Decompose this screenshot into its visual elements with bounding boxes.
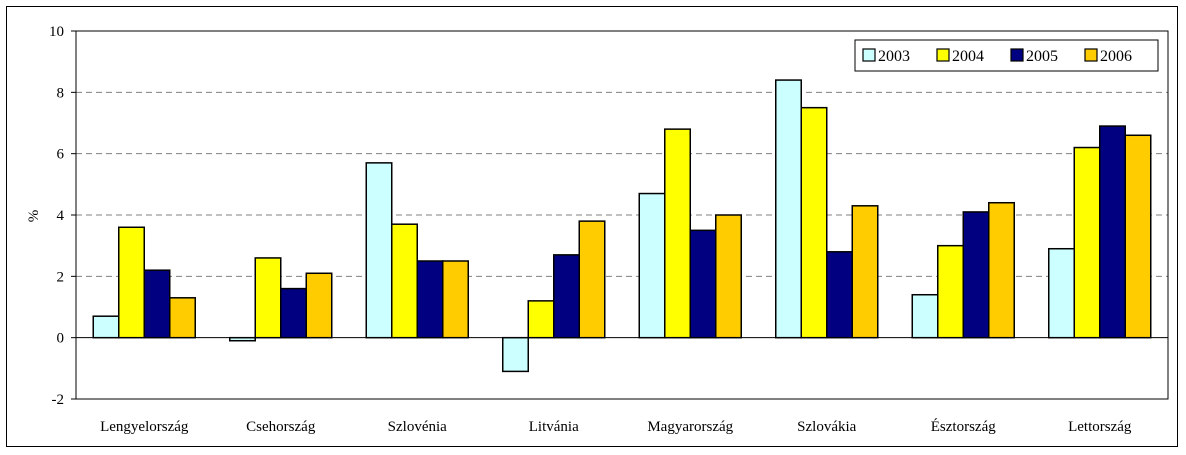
legend-label-2004: 2004 bbox=[952, 48, 984, 65]
bar-2003 bbox=[775, 79, 802, 339]
bar-2004 bbox=[664, 128, 691, 339]
y-tick-label: 4 bbox=[57, 208, 65, 224]
y-tick-label: 8 bbox=[57, 85, 65, 101]
bar-2006 bbox=[305, 272, 333, 339]
bar-2004 bbox=[254, 257, 282, 339]
bar-2005 bbox=[826, 251, 853, 339]
legend-label-2003: 2003 bbox=[878, 48, 910, 65]
x-tick-label: Szlovákia bbox=[797, 419, 856, 435]
y-tick-label: -2 bbox=[52, 392, 65, 408]
bar-2003 bbox=[1048, 247, 1075, 339]
bar-2003 bbox=[365, 162, 393, 339]
bar-2004 bbox=[391, 223, 418, 339]
axes: -2 0 2 4 6 8 10 Lengyelország Csehország Szlovéni… bbox=[49, 24, 1169, 435]
bar-2003 bbox=[911, 293, 939, 339]
bar-2006 bbox=[442, 260, 469, 339]
y-tick-label: 10 bbox=[49, 24, 64, 40]
bar-2005 bbox=[553, 254, 580, 339]
legend-swatch-2006 bbox=[1084, 48, 1098, 62]
y-tick-label: 6 bbox=[57, 147, 65, 163]
bar-2004 bbox=[1073, 146, 1101, 339]
y-axis-label: % bbox=[26, 210, 42, 223]
legend-swatch-2004 bbox=[936, 48, 950, 62]
x-tick-label: Lengyelország bbox=[100, 419, 189, 435]
x-tick-label: Magyarország bbox=[647, 419, 733, 435]
y-tick-label: 2 bbox=[57, 269, 65, 285]
bar-2005 bbox=[962, 211, 990, 339]
bar-2005 bbox=[1099, 125, 1126, 339]
bar-2006 bbox=[169, 297, 196, 339]
bar-2005 bbox=[280, 287, 307, 339]
bar-2003 bbox=[638, 192, 666, 339]
bar-2004 bbox=[937, 244, 964, 339]
bar-2006 bbox=[851, 205, 879, 339]
bar-2003 bbox=[502, 336, 529, 373]
legend-label-2005: 2005 bbox=[1026, 48, 1058, 65]
bar-2005 bbox=[416, 260, 444, 339]
bar-2004 bbox=[527, 300, 555, 339]
bar-2003 bbox=[92, 315, 120, 339]
legend-swatch-2005 bbox=[1010, 48, 1024, 62]
bars bbox=[92, 79, 1152, 373]
plot-border bbox=[75, 30, 1169, 400]
legend-label-2006: 2006 bbox=[1100, 48, 1132, 65]
y-tick-label: 0 bbox=[57, 331, 65, 347]
x-tick-label: Litvánia bbox=[529, 419, 579, 435]
bar-2006 bbox=[988, 201, 1015, 339]
x-tick-label: Szlovénia bbox=[388, 419, 447, 435]
bar-2005 bbox=[143, 269, 171, 339]
x-tick-label: Csehország bbox=[246, 419, 316, 435]
x-tick-label: Észtország bbox=[931, 418, 996, 435]
bar-2006 bbox=[1124, 134, 1152, 339]
bar-2004 bbox=[800, 106, 828, 339]
bar-2006 bbox=[578, 220, 606, 339]
legend-box bbox=[854, 39, 1159, 72]
bar-2004 bbox=[118, 226, 145, 339]
x-tick-label: Lettország bbox=[1068, 419, 1132, 435]
bar-2005 bbox=[689, 229, 717, 339]
legend: 2003 2004 2005 2006 bbox=[854, 39, 1159, 72]
legend-swatch-2003 bbox=[862, 48, 876, 62]
bar-2006 bbox=[715, 214, 742, 339]
